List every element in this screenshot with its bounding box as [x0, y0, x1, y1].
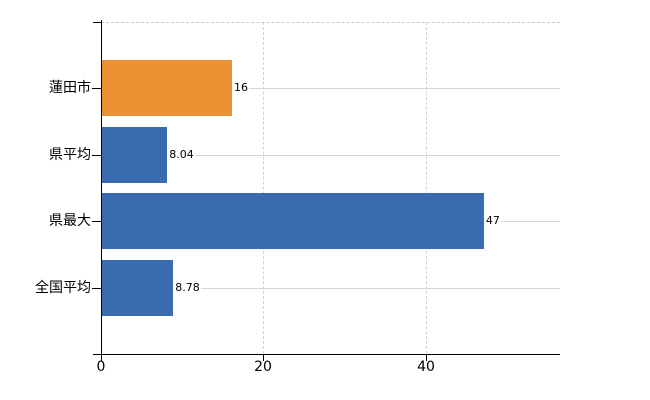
y-axis-line	[101, 20, 102, 355]
bar-row-national-average: 8.78	[102, 260, 560, 316]
bar-row-hasuda-city: 16	[102, 60, 560, 116]
leader-line	[200, 287, 560, 289]
bar-pref-max	[102, 193, 484, 249]
bar-pref-average	[102, 127, 168, 183]
category-tick-pref-average	[92, 155, 101, 156]
value-label-hasuda-city: 16	[234, 81, 248, 94]
value-label-pref-average: 8.04	[169, 148, 194, 161]
category-label-pref-max: 県最大	[49, 213, 91, 229]
category-tick-hasuda-city	[92, 88, 101, 89]
gridline-20	[263, 22, 264, 354]
leader-line	[194, 154, 560, 156]
x-tick-label-40: 40	[417, 359, 435, 375]
bar-row-pref-average: 8.04	[102, 127, 560, 183]
bar-national-average	[102, 260, 174, 316]
x-tick-0	[101, 355, 102, 361]
leader-line	[500, 220, 560, 222]
category-label-pref-average: 県平均	[49, 147, 91, 163]
x-tick-label-0: 0	[96, 359, 106, 375]
plot-top-border	[101, 22, 560, 23]
value-label-pref-max: 47	[485, 214, 500, 227]
category-tick-pref-max	[92, 221, 101, 222]
bar-hasuda-city	[102, 60, 232, 116]
gridline-40	[426, 22, 427, 354]
leader-line	[249, 87, 560, 89]
x-tick-label-20: 20	[254, 359, 272, 375]
category-label-hasuda-city: 蓮田市	[49, 80, 91, 96]
x-tick-40	[426, 355, 427, 361]
category-tick-national-average	[92, 288, 101, 289]
y-axis-top-tick	[93, 22, 101, 23]
x-tick-20	[263, 355, 264, 361]
value-label-national-average: 8.78	[175, 281, 200, 294]
category-label-national-average: 全国平均	[35, 280, 91, 296]
bar-row-pref-max: 47	[102, 193, 560, 249]
x-axis-line	[93, 354, 560, 355]
